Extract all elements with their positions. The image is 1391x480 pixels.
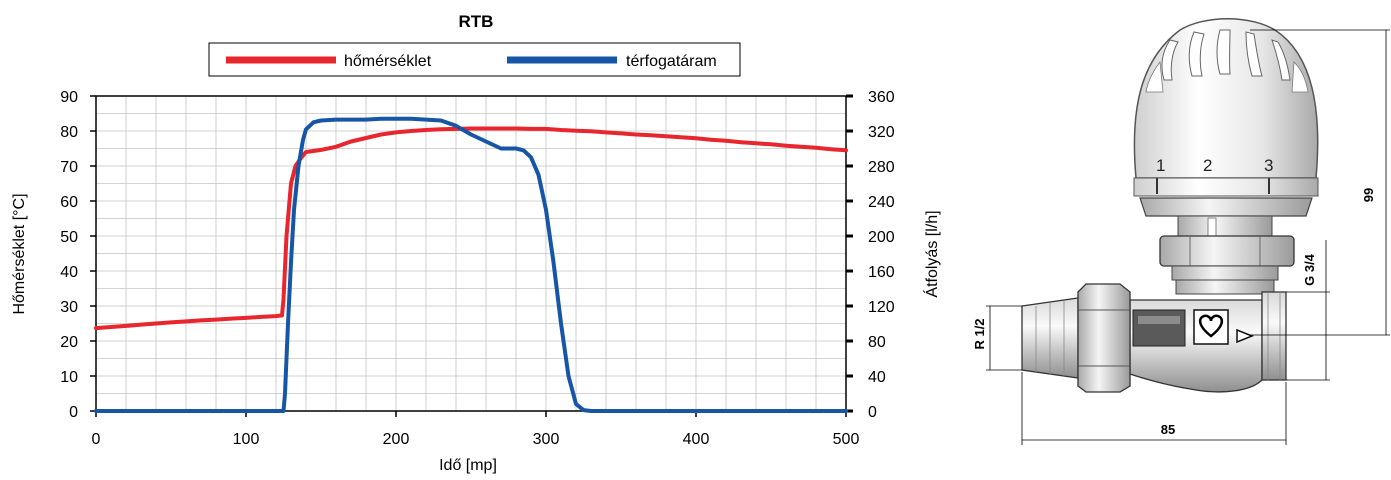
y2-tick-label: 320: [868, 124, 895, 141]
y2-tick-label: 240: [868, 194, 895, 211]
legend: hőmérséklet térfogatáram: [208, 42, 741, 77]
y-tick-label: 60: [60, 194, 78, 211]
y2-tick-label: 40: [868, 369, 886, 386]
flow-arrow-icon: [1236, 328, 1255, 344]
axes: 0 100 200 300 400 500 0 10 20 30 40 50 60 70 80 90 0 40 80…: [60, 89, 895, 448]
chart-title: RTB: [459, 12, 494, 31]
series: [94, 116, 848, 413]
x-tick-label: 400: [683, 431, 710, 448]
dim-outlet-label: G 3/4: [1302, 253, 1317, 286]
x-tick-label: 0: [92, 431, 101, 448]
dial-mark-3: 3: [1264, 156, 1273, 175]
x-tick-label: 500: [833, 431, 860, 448]
y2-axis-title: Átfolyás [l/h]: [922, 210, 941, 297]
y2-tick-label: 80: [868, 334, 886, 351]
valve-body: [1129, 299, 1263, 393]
chart: 0 100 200 300 400 500 0 10 20 30 40 50 60 70 80 90 0 40 80…: [11, 12, 941, 474]
y-tick-label: 40: [60, 264, 78, 281]
legend-label-terfogataram: térfogatáram: [626, 53, 717, 70]
valve-neck: [1159, 215, 1295, 295]
dimensions: [986, 29, 1390, 445]
dial-mark-2: 2: [1203, 156, 1212, 175]
x-axis-title: Idő [mp]: [439, 457, 497, 474]
y-axis-title: Hőmérséklet [°C]: [11, 193, 28, 314]
dial-mark-1: 1: [1156, 156, 1165, 175]
y2-tick-label: 360: [868, 89, 895, 106]
y-tick-label: 70: [60, 159, 78, 176]
dim-inlet-label: R 1/2: [972, 318, 987, 349]
y2-tick-label: 0: [868, 404, 877, 421]
x-tick-label: 100: [233, 431, 260, 448]
y2-tick-label: 120: [868, 299, 895, 316]
x-tick-label: 200: [383, 431, 410, 448]
heart-icon: [1198, 314, 1224, 338]
y-tick-label: 80: [60, 124, 78, 141]
y2-tick-label: 280: [868, 159, 895, 176]
dim-height-label: 99: [1361, 188, 1376, 202]
x-tick-label: 300: [533, 431, 560, 448]
y-tick-label: 20: [60, 334, 78, 351]
y2-tick-label: 160: [868, 264, 895, 281]
y-tick-label: 30: [60, 299, 78, 316]
inlet-connection: [1021, 283, 1131, 393]
series-line-1: [94, 116, 848, 413]
y-tick-label: 50: [60, 229, 78, 246]
valve-diagram: 1 2 3: [972, 18, 1390, 445]
legend-label-homerseklet: hőmérséklet: [344, 53, 432, 70]
dim-length-label: 85: [1161, 422, 1175, 437]
y-tick-label: 90: [60, 89, 78, 106]
outlet-connection: [1261, 291, 1287, 381]
plot-frame: [95, 95, 847, 412]
y-tick-label: 0: [69, 404, 78, 421]
thermostat-head: 1 2 3: [1133, 18, 1319, 217]
series-line-0: [94, 126, 848, 331]
y2-tick-label: 200: [868, 229, 895, 246]
y-tick-label: 10: [60, 369, 78, 386]
